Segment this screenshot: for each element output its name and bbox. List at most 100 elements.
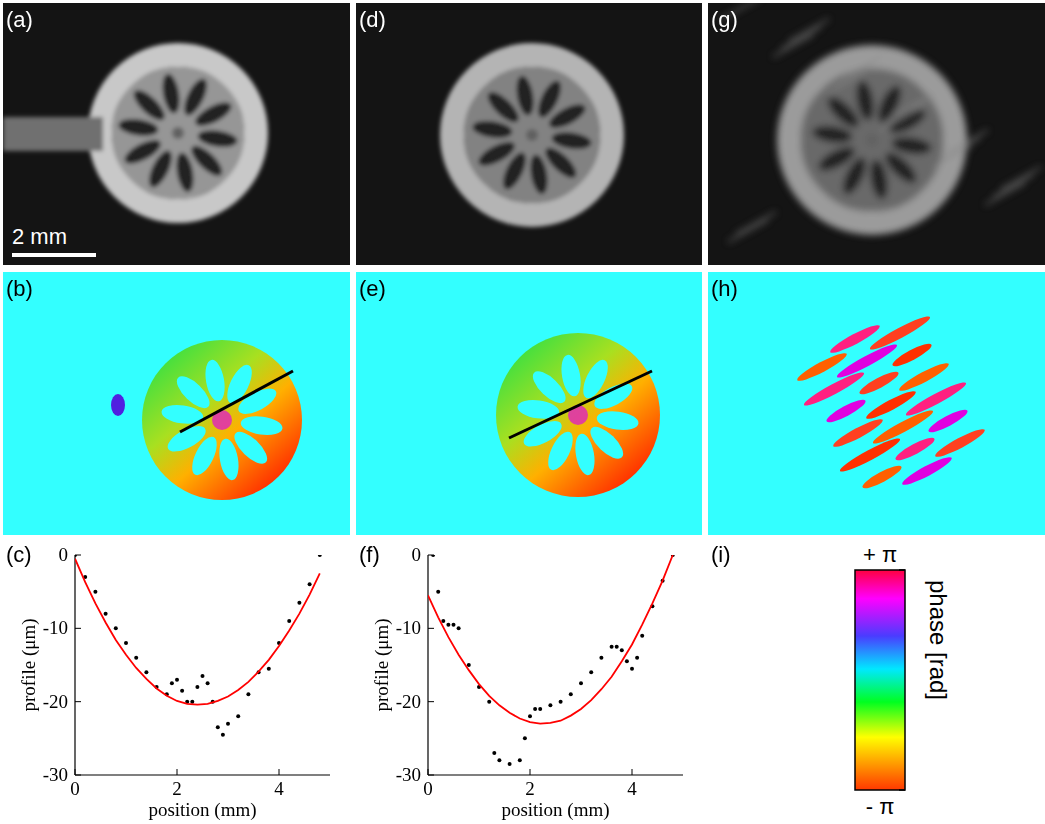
center	[526, 129, 538, 141]
data-point	[620, 648, 624, 652]
data-point	[297, 601, 301, 605]
fringe	[834, 64, 874, 86]
hole	[192, 98, 235, 131]
data-point	[195, 685, 199, 689]
data-point	[236, 714, 240, 718]
y-tick-label: -30	[43, 764, 68, 785]
phase-streak	[857, 368, 901, 397]
y-tick	[75, 775, 81, 776]
scale-bar	[12, 253, 96, 257]
data-point	[206, 681, 210, 685]
data-point	[93, 590, 97, 594]
profile-line	[180, 371, 293, 432]
panel-label: (g)	[711, 7, 738, 32]
y-tick-label: -20	[43, 691, 68, 712]
data-point	[610, 645, 614, 649]
ring	[789, 57, 955, 223]
y-axis	[427, 555, 428, 775]
x-tick-label: 4	[627, 778, 637, 799]
profile-line	[509, 371, 652, 438]
chart: 0-10-20-30024position (mm)profile (μm)	[371, 544, 683, 821]
hole	[471, 119, 513, 140]
x-tick-label: 2	[525, 778, 535, 799]
fringe	[993, 175, 1033, 197]
hole	[174, 151, 197, 193]
panel-label: (c)	[6, 542, 32, 567]
data-point	[635, 656, 639, 660]
phase-ring	[142, 340, 302, 500]
image-background	[708, 3, 1045, 265]
phase-streak	[890, 340, 934, 369]
ring	[452, 55, 612, 215]
image-background	[356, 3, 702, 265]
phase-streak	[897, 359, 951, 394]
fringe	[887, 101, 927, 123]
phase-streak	[831, 415, 885, 450]
center	[172, 127, 184, 139]
disc	[112, 67, 244, 199]
phase-disc	[142, 340, 302, 500]
image-content	[3, 55, 256, 211]
x-tick-label: 2	[172, 778, 182, 799]
x-axis	[75, 774, 330, 775]
fringe	[736, 212, 776, 234]
data-point	[431, 555, 435, 557]
y-tick-label: 0	[412, 544, 422, 565]
phase-background	[356, 272, 702, 535]
fringe	[895, 93, 935, 115]
ring	[100, 55, 256, 211]
panel-label: (i)	[711, 542, 731, 567]
phase-ring	[496, 333, 660, 497]
hole	[815, 142, 858, 175]
panel-label: (f)	[359, 542, 380, 567]
disc	[464, 67, 600, 203]
data-point	[441, 619, 445, 623]
fit-line	[75, 559, 320, 705]
data-point	[497, 758, 501, 762]
scale-bar-label: 2 mm	[12, 224, 67, 249]
data-point	[134, 656, 138, 660]
hole	[891, 135, 933, 156]
x-tick	[632, 769, 633, 775]
phase-hole	[216, 437, 241, 481]
x-tick-label: 4	[274, 778, 284, 799]
hole	[160, 73, 183, 115]
fringe	[781, 27, 821, 49]
hole	[868, 158, 891, 200]
stem-phase	[111, 394, 125, 416]
data-point	[221, 733, 225, 737]
x-tick	[75, 769, 76, 775]
data-point	[569, 692, 573, 696]
y-tick-label: -20	[396, 691, 421, 712]
y-tick-label: -10	[43, 617, 68, 638]
y-axis	[74, 555, 75, 775]
data-point	[104, 612, 108, 616]
data-point	[75, 555, 77, 557]
data-point	[246, 692, 250, 696]
y-axis-title: profile (μm)	[371, 618, 393, 711]
y-tick	[428, 628, 434, 629]
phase-streak	[860, 462, 904, 491]
colorbar-tick-label: + π	[863, 542, 897, 567]
panel-label: (a)	[6, 7, 33, 32]
phase-hole	[572, 432, 597, 476]
data-point	[487, 700, 491, 704]
panel-label: (e)	[359, 276, 386, 301]
image-background	[3, 3, 350, 265]
y-tick	[75, 628, 81, 629]
chart: 0-10-20-30024position (mm)profile (μm)	[18, 544, 330, 821]
hole	[854, 80, 877, 122]
data-point	[175, 678, 179, 682]
y-axis-title: profile (μm)	[18, 618, 40, 711]
figure: 2 mm(a)(b)(c)(d)(e)(f)(g)(h)(i)0-10-20-3…	[0, 0, 1045, 824]
phase-background	[708, 272, 1045, 535]
hole	[528, 153, 551, 195]
fringe	[1001, 167, 1041, 189]
data-point	[170, 681, 174, 685]
data-point	[216, 725, 220, 729]
data-point	[201, 674, 205, 678]
data-point	[452, 623, 456, 627]
x-axis-title: position (mm)	[501, 799, 609, 821]
phase-streak	[824, 396, 868, 425]
x-axis	[428, 774, 683, 775]
